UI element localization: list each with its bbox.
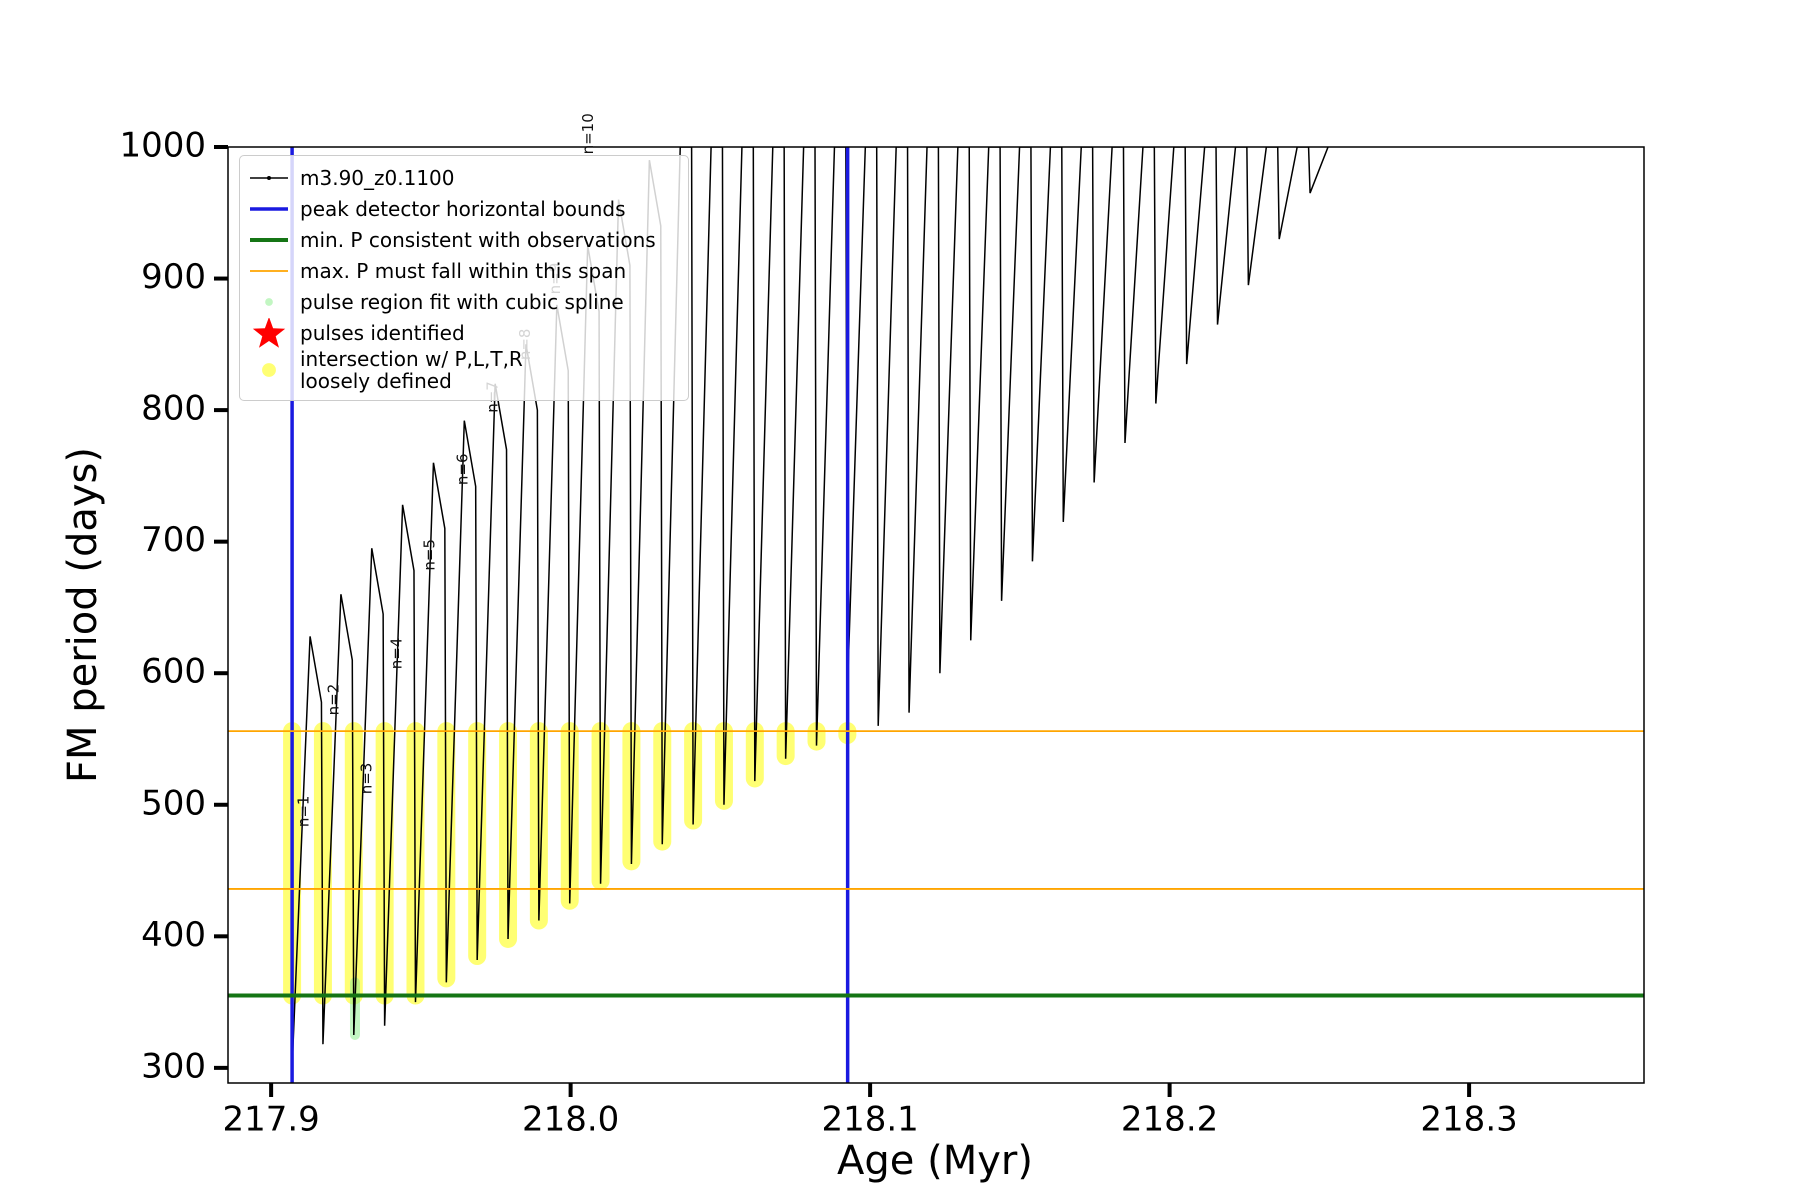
- legend-label: min. P consistent with observations: [300, 227, 656, 252]
- legend-label: m3.90_z0.1100: [300, 165, 455, 190]
- legend-label: max. P must fall within this span: [300, 258, 627, 283]
- legend-dot: [262, 363, 276, 377]
- legend-handle: [250, 206, 288, 211]
- x-tick-label: 217.9: [222, 1100, 319, 1140]
- pulse-annotation: n=2: [325, 684, 343, 716]
- legend-dot: [267, 175, 271, 180]
- plot-frame: [227, 146, 1645, 1084]
- legend-entry: pulse region fit with cubic spline: [240, 286, 688, 317]
- x-tick-label: 218.1: [821, 1100, 918, 1140]
- pulse-annotation: n=5: [420, 539, 438, 571]
- legend-handle: [262, 363, 276, 377]
- pulse-annotation: n=6: [453, 453, 471, 485]
- plot-area: [228, 147, 1644, 1083]
- y-axis-label: FM period (days): [60, 447, 106, 783]
- y-tick-label: 900: [141, 257, 206, 297]
- series-line: [291, 147, 1329, 1068]
- legend-star: [252, 317, 286, 348]
- legend-handle: [250, 237, 288, 242]
- x-tick-label: 218.3: [1420, 1100, 1517, 1140]
- legend-label: peak detector horizontal bounds: [300, 196, 626, 221]
- pulse-annotation: n=4: [387, 638, 405, 670]
- legend-label: pulse region fit with cubic spline: [300, 289, 624, 314]
- legend-entry: max. P must fall within this span: [240, 255, 688, 286]
- legend-entry: peak detector horizontal bounds: [240, 193, 688, 224]
- pulse-annotation: n=3: [357, 763, 375, 795]
- legend-label: intersection w/ P,L,T,R loosely defined: [300, 347, 523, 393]
- x-tick-label: 218.2: [1121, 1100, 1218, 1140]
- legend-handle: [250, 175, 288, 180]
- legend-entry: intersection w/ P,L,T,R loosely defined: [240, 348, 688, 392]
- legend-handle: [252, 317, 286, 348]
- y-tick-label: 1000: [119, 126, 206, 166]
- y-tick-label: 700: [141, 520, 206, 560]
- y-tick-label: 600: [141, 652, 206, 692]
- legend-dot: [265, 297, 273, 306]
- legend-label: pulses identified: [300, 320, 465, 345]
- y-tick-label: 800: [141, 389, 206, 429]
- x-axis-label: Age (Myr): [837, 1138, 1033, 1184]
- legend-handle: [250, 269, 288, 272]
- legend-entry: m3.90_z0.1100: [240, 162, 688, 193]
- y-tick-label: 300: [141, 1046, 206, 1086]
- y-tick-label: 500: [141, 783, 206, 823]
- legend-entry: pulses identified: [240, 317, 688, 348]
- x-tick-label: 218.0: [522, 1100, 619, 1140]
- y-tick-label: 400: [141, 915, 206, 955]
- legend-entry: min. P consistent with observations: [240, 224, 688, 255]
- pulse-annotation: n=10: [579, 113, 597, 154]
- legend-handle: [265, 297, 273, 306]
- pulse-annotation: n=1: [295, 796, 313, 828]
